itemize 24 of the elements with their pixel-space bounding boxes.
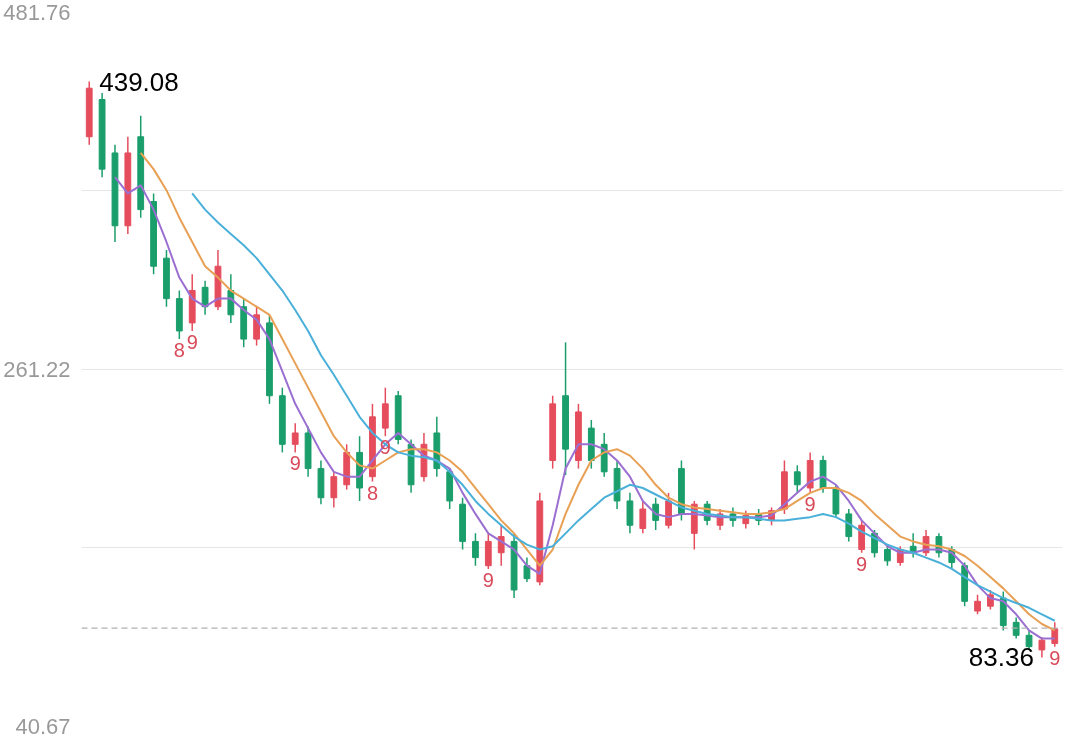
candlestick xyxy=(330,471,338,509)
text: 9 xyxy=(1049,646,1061,669)
candlestick xyxy=(793,464,801,494)
candlestick xyxy=(523,556,531,583)
candlestick xyxy=(639,500,647,535)
candlestick xyxy=(884,545,891,567)
candlestick xyxy=(845,508,853,543)
text: 9 xyxy=(289,452,301,475)
y-tick-label: 481.76 xyxy=(3,0,71,25)
text: 439.08 xyxy=(99,66,179,97)
candlestick xyxy=(974,594,981,616)
text: 83.36 xyxy=(968,642,1034,673)
candlestick xyxy=(291,422,299,454)
text: 9 xyxy=(482,568,494,591)
text: 9 xyxy=(804,492,816,515)
text: 8 xyxy=(173,339,185,362)
text: 8 xyxy=(366,481,379,504)
text: 9 xyxy=(186,331,198,353)
candlestick xyxy=(1038,636,1046,659)
candlestick xyxy=(201,280,209,316)
y-tick-label: 40.67 xyxy=(15,714,71,739)
text: 9 xyxy=(856,552,868,575)
candlestick xyxy=(472,532,479,567)
y-tick-label: 261.22 xyxy=(3,356,71,382)
